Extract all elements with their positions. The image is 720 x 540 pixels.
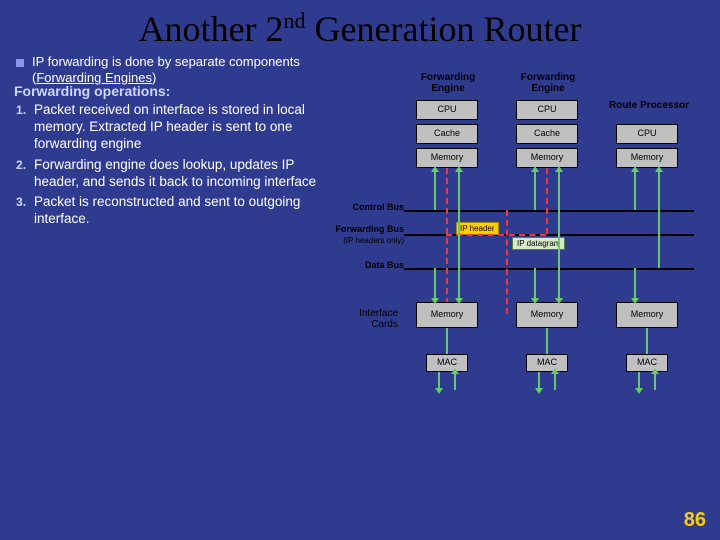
arrow-up-icon bbox=[631, 166, 639, 172]
connector-line bbox=[634, 168, 636, 210]
cache-box: Cache bbox=[416, 124, 478, 144]
mac-box: MAC bbox=[626, 354, 668, 372]
connector-line bbox=[558, 234, 560, 302]
arrow-up-icon bbox=[431, 166, 439, 172]
bullet-square-icon bbox=[16, 59, 24, 67]
connector-line bbox=[434, 168, 436, 210]
arrow-up-icon bbox=[651, 368, 659, 374]
red-dash-line bbox=[446, 234, 546, 236]
connector-line bbox=[458, 168, 460, 234]
memory-box: Memory bbox=[516, 302, 578, 328]
data-bus-label: Data Bus bbox=[346, 260, 404, 270]
red-dash-line bbox=[546, 168, 548, 234]
title-post: Generation Router bbox=[306, 9, 582, 49]
arrow-down-icon bbox=[455, 298, 463, 304]
connector-line bbox=[654, 372, 656, 390]
connector-line bbox=[434, 268, 436, 302]
intro-text: IP forwarding is done by separate compon… bbox=[32, 54, 334, 87]
arrow-down-icon bbox=[535, 388, 543, 394]
fe-label: Forwarding Engine bbox=[508, 72, 588, 94]
mac-box: MAC bbox=[526, 354, 568, 372]
arrow-down-icon bbox=[435, 388, 443, 394]
arrow-up-icon bbox=[455, 166, 463, 172]
arrow-down-icon bbox=[431, 298, 439, 304]
connector-line bbox=[458, 234, 460, 302]
connector-line bbox=[454, 372, 456, 390]
connector-line bbox=[534, 168, 536, 210]
arrow-down-icon bbox=[631, 298, 639, 304]
cpu-box: CPU bbox=[416, 100, 478, 120]
connector-line bbox=[446, 328, 448, 354]
memory-box: Memory bbox=[616, 148, 678, 168]
intro-bullet: IP forwarding is done by separate compon… bbox=[14, 54, 334, 87]
step-item: Packet is reconstructed and sent to outg… bbox=[16, 194, 334, 228]
red-dash-line bbox=[446, 168, 448, 314]
cache-box: Cache bbox=[516, 124, 578, 144]
memory-box: Memory bbox=[416, 302, 478, 328]
cpu-box: CPU bbox=[516, 100, 578, 120]
cpu-box: CPU bbox=[616, 124, 678, 144]
step-item: Forwarding engine does lookup, updates I… bbox=[16, 157, 334, 191]
connector-line bbox=[534, 268, 536, 302]
memory-box: Memory bbox=[516, 148, 578, 168]
arrow-down-icon bbox=[531, 298, 539, 304]
steps-list: Packet received on interface is stored i… bbox=[16, 102, 334, 228]
memory-box: Memory bbox=[616, 302, 678, 328]
title-sup: nd bbox=[284, 8, 306, 33]
control-bus-label: Control Bus bbox=[326, 202, 404, 212]
arrow-up-icon bbox=[551, 368, 559, 374]
mac-box: MAC bbox=[426, 354, 468, 372]
text-column: IP forwarding is done by separate compon… bbox=[14, 54, 334, 228]
arrow-up-icon bbox=[531, 166, 539, 172]
forwarding-bus-sublabel: (IP headers only) bbox=[312, 236, 404, 245]
arrow-up-icon bbox=[555, 166, 563, 172]
page-number: 86 bbox=[684, 509, 706, 532]
connector-line bbox=[634, 268, 636, 302]
connector-line bbox=[558, 168, 560, 234]
slide-title: Another 2nd Generation Router bbox=[0, 0, 720, 54]
interface-cards-label: Interface Cards bbox=[342, 308, 398, 330]
arrow-up-icon bbox=[655, 166, 663, 172]
memory-box: Memory bbox=[416, 148, 478, 168]
arrow-up-icon bbox=[451, 368, 459, 374]
fe-label: Forwarding Engine bbox=[408, 72, 488, 94]
content-area: IP forwarding is done by separate compon… bbox=[0, 54, 720, 228]
forwarding-bus-label: Forwarding Bus bbox=[312, 224, 404, 234]
arrow-down-icon bbox=[555, 298, 563, 304]
connector-line bbox=[554, 372, 556, 390]
red-dash-line bbox=[506, 210, 508, 314]
router-diagram: Forwarding Engine Forwarding Engine Rout… bbox=[306, 54, 706, 484]
arrow-down-icon bbox=[635, 388, 643, 394]
connector-line bbox=[546, 328, 548, 354]
title-pre: Another 2 bbox=[139, 9, 284, 49]
step-item: Packet received on interface is stored i… bbox=[16, 102, 334, 153]
connector-line bbox=[646, 328, 648, 354]
rp-label: Route Processor bbox=[604, 100, 694, 111]
connector-line bbox=[658, 168, 660, 268]
